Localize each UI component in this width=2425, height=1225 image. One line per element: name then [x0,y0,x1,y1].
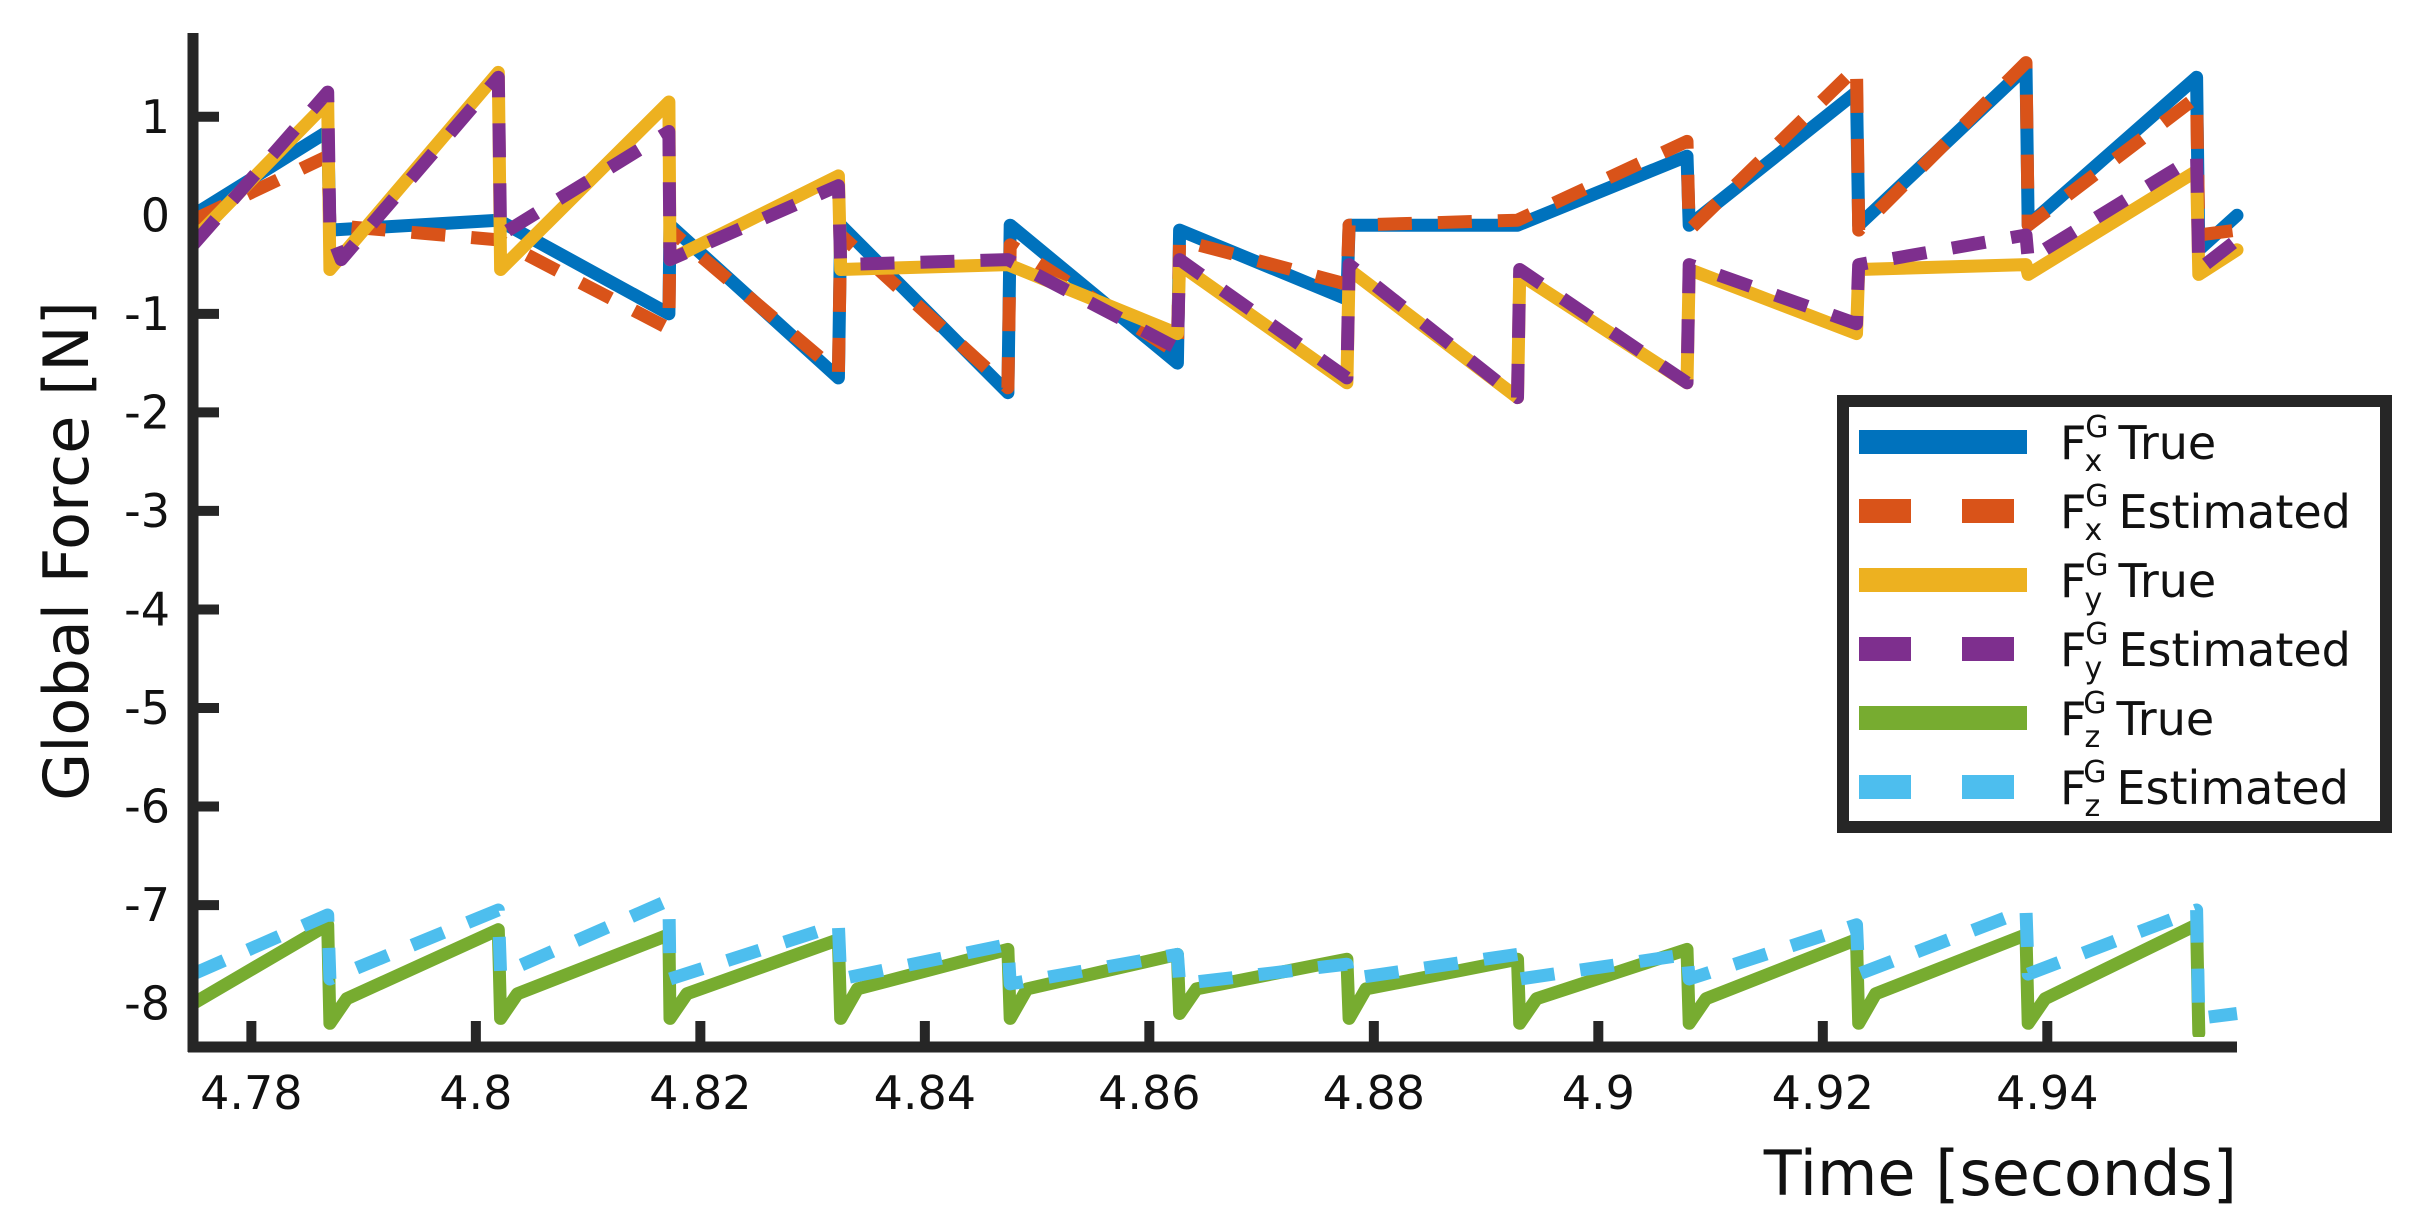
legend-label: FxG Estimated [2060,479,2351,548]
axes: 10-1-2-3-4-5-6-7-8 4.78 4.8 4.82 4.84 4.86 4.… [124,33,2237,1120]
y-tick-label: -2 [124,385,170,439]
x-tick-label: 4.88 [1323,1066,1425,1120]
y-axis-title: Global Force [N] [30,301,103,801]
series-line-4 [193,918,2206,1037]
y-tick-label: -7 [124,878,170,932]
legend-item: FxG True [1859,410,2216,479]
x-tick-label: 4.86 [1098,1066,1200,1120]
legend-box [1837,395,2392,833]
y-tick-label: 1 [141,90,170,144]
series-line-1 [193,56,2238,395]
x-tick-label: 4.82 [649,1066,751,1120]
x-axis-title: Time [seconds] [1763,1137,2237,1210]
legend-label: FyG Estimated [2060,617,2351,686]
legend-label: FyG True [2060,548,2216,617]
y-tick-label: -4 [124,582,170,636]
legend-label: FzG Estimated [2060,755,2349,824]
y-tick-label: -6 [124,780,170,834]
y-tick-label: -5 [124,681,170,735]
y-tick-label: -1 [124,287,170,341]
legend-label: FxG True [2060,410,2216,479]
legend-label: FzG True [2060,686,2214,755]
y-tick-label: -3 [124,484,170,538]
x-tick-label: 4.94 [1996,1066,2098,1120]
y-tick-label: -8 [124,977,170,1031]
legend-item: FyG Estimated [1859,617,2351,686]
y-ticks: 1 0 -1 -2 -3 -4 -5 -6 -7 -8 [124,90,219,1031]
plot-area [193,56,2244,1037]
series-line-2 [193,65,2244,405]
x-tick-label: 4.84 [874,1066,976,1120]
x-tick-label: 4.8 [439,1066,512,1120]
series-line-5 [193,893,2238,1025]
y-tick-label: 0 [141,188,170,242]
legend-item: FyG True [1859,548,2216,617]
x-tick-label: 4.78 [200,1066,302,1120]
x-tick-label: 4.9 [1562,1066,1635,1120]
x-tick-label: 4.92 [1772,1066,1874,1120]
x-ticks: 4.78 4.8 4.82 4.84 4.86 4.88 4.9 4.92 4.94 [200,1021,2099,1120]
legend-item: FxG Estimated [1859,479,2351,548]
legend-item: FzG True [1859,686,2214,755]
legend-item: FzG Estimated [1859,755,2349,824]
